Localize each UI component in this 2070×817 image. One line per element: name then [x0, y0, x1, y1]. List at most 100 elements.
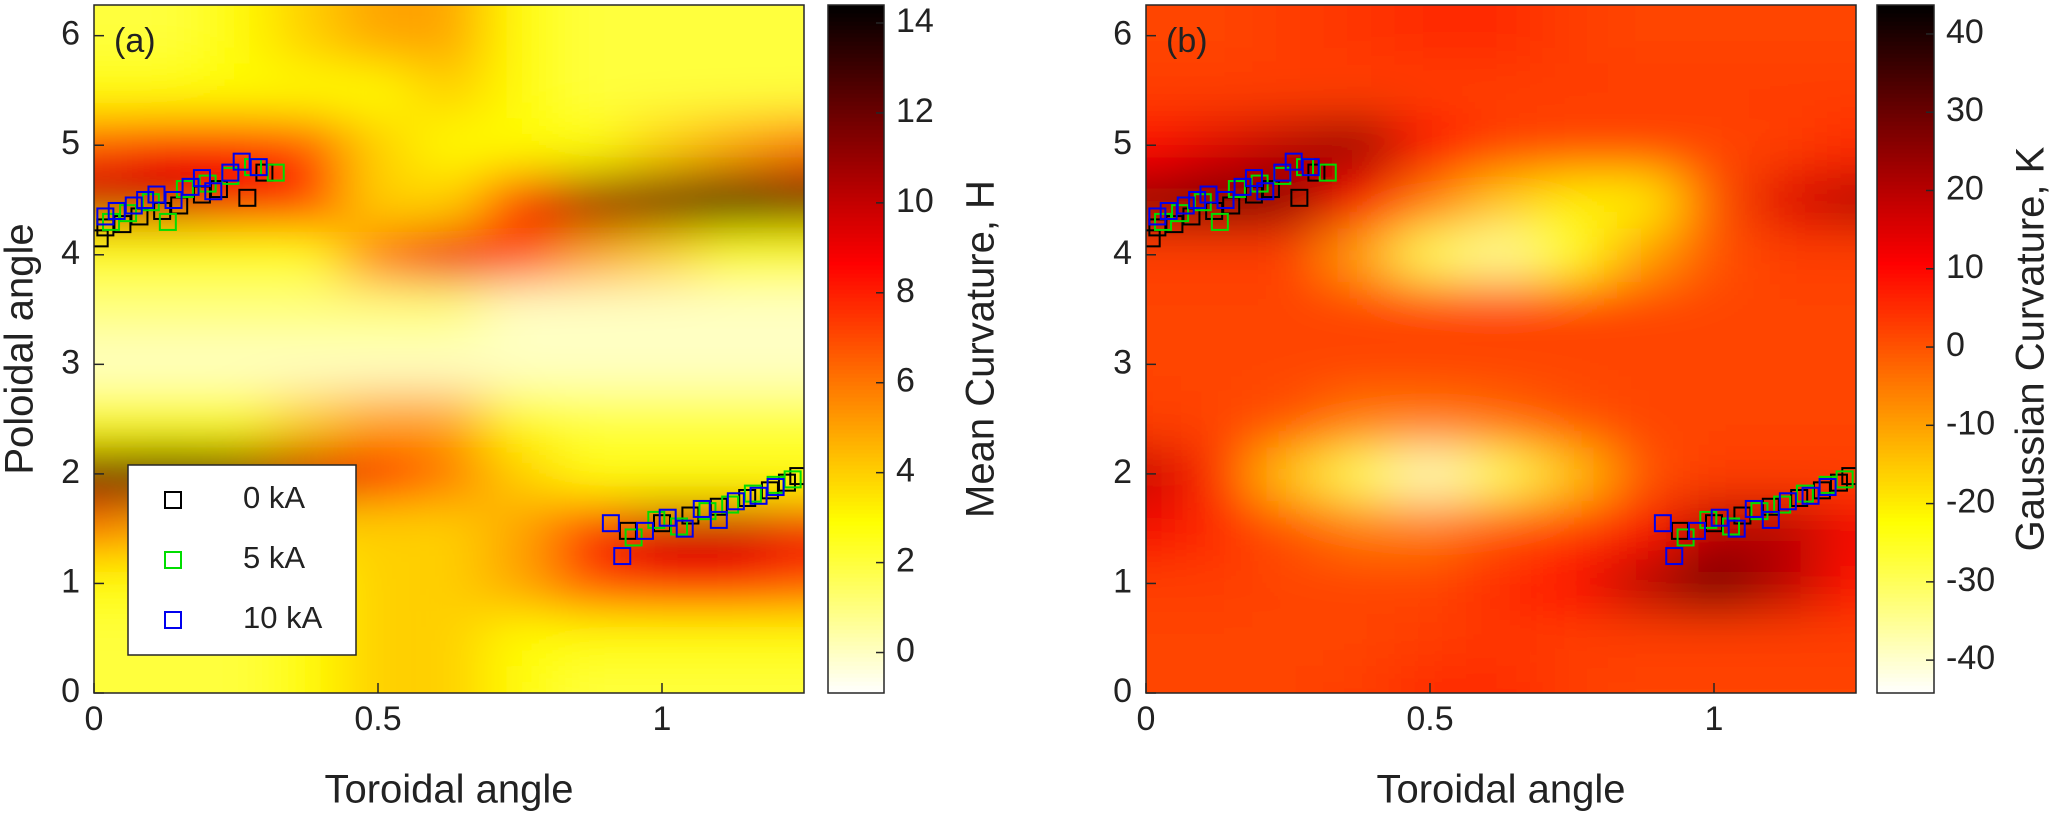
colorbar-swatch: [1877, 653, 1934, 658]
colorbar-swatch: [828, 653, 884, 658]
colorbar-swatch: [828, 413, 884, 418]
heatmap-cell: [1394, 556, 1466, 612]
scatter-point: [1188, 191, 1207, 210]
heatmap-cell: [129, 391, 201, 448]
scatter-point: [107, 201, 126, 220]
colorbar-swatch: [1877, 45, 1934, 50]
colorbar-tick-label: 0: [1946, 326, 1965, 364]
heatmap-cell: [484, 172, 556, 228]
heatmap-cell: [1536, 117, 1608, 174]
colorbar-swatch: [1877, 233, 1934, 238]
colorbar-swatch: [1877, 249, 1934, 254]
colorbar-tick-label: 10: [896, 182, 934, 220]
heatmap-cell: [1607, 556, 1679, 612]
colorbar-swatch: [1877, 197, 1934, 202]
colorbar-swatch: [1877, 425, 1934, 430]
colorbar-swatch: [828, 289, 884, 294]
colorbar-swatch: [828, 361, 884, 366]
heatmap-cell: [1394, 5, 1466, 64]
colorbar-swatch: [828, 41, 884, 46]
heatmap-cell: [1749, 610, 1821, 667]
colorbar-swatch: [1877, 601, 1934, 606]
heatmap-cell: [697, 227, 769, 283]
colorbar-swatch: [1877, 165, 1934, 170]
colorbar-tick-label: 20: [1946, 169, 1984, 207]
scatter-point: [601, 514, 620, 533]
colorbar-swatch: [828, 205, 884, 210]
heatmap-cell: [129, 336, 201, 393]
colorbar-swatch: [1877, 65, 1934, 70]
colorbar-tick-label: 30: [1946, 91, 1984, 129]
colorbar-swatch: [1877, 613, 1934, 618]
heatmap-cell: [413, 227, 485, 283]
heatmap-cell: [1536, 501, 1608, 557]
heatmap-cell: [1252, 446, 1324, 502]
colorbar-swatch: [828, 65, 884, 70]
colorbar-swatch: [828, 101, 884, 106]
colorbar-swatch: [828, 669, 884, 674]
heatmap-cell: [626, 117, 698, 174]
colorbar-tick-label: 8: [896, 272, 915, 310]
heatmap-cell: [1749, 227, 1821, 283]
colorbar-swatch: [1877, 641, 1934, 646]
colorbar-swatch: [1877, 589, 1934, 594]
colorbar-swatch: [1877, 461, 1934, 466]
heatmap-cell: [768, 227, 804, 283]
colorbar-swatch: [828, 685, 884, 690]
colorbar-swatch: [1877, 441, 1934, 446]
x-tick-label: 1: [1705, 700, 1724, 738]
heatmap-cell: [1146, 5, 1182, 64]
heatmap-cell: [1607, 391, 1679, 448]
colorbar-swatch: [828, 173, 884, 178]
colorbar-swatch: [828, 333, 884, 338]
colorbar-swatch: [1877, 437, 1934, 442]
heatmap-cell: [1181, 446, 1253, 502]
colorbar-swatch: [1877, 177, 1934, 182]
colorbar-swatch: [828, 145, 884, 150]
colorbar-swatch: [828, 349, 884, 354]
scatter-point: [1790, 488, 1809, 507]
colorbar-swatch: [828, 625, 884, 630]
heatmap-cell: [1820, 501, 1856, 557]
colorbar-swatch: [1877, 433, 1934, 438]
colorbar-swatch: [1877, 569, 1934, 574]
colorbar-tick-label: 40: [1946, 13, 1984, 51]
colorbar-swatch: [1877, 685, 1934, 690]
heatmap-cell: [626, 227, 698, 283]
heatmap-cell: [484, 227, 556, 283]
heatmap-cell: [1607, 282, 1679, 338]
scatter-point: [1801, 486, 1820, 505]
colorbar-swatch: [828, 133, 884, 138]
heatmap-cell: [1820, 665, 1856, 693]
colorbar-swatch: [828, 477, 884, 482]
heatmap-cell: [1607, 172, 1679, 228]
heatmap-cell: [1678, 610, 1750, 667]
colorbar-swatch: [1877, 573, 1934, 578]
heatmap-cell: [1181, 665, 1253, 693]
colorbar-swatch: [1877, 625, 1934, 630]
colorbar-swatch: [828, 529, 884, 534]
colorbar-swatch: [1877, 561, 1934, 566]
heatmap-cell: [94, 391, 130, 448]
colorbar-swatch: [1877, 173, 1934, 178]
scatter-point: [1165, 215, 1184, 234]
heatmap-cell: [1323, 227, 1395, 283]
colorbar-swatch: [828, 45, 884, 50]
heatmap-cell: [200, 665, 272, 693]
colorbar-swatch: [1877, 321, 1934, 326]
heatmap-cell: [1465, 63, 1537, 119]
heatmap-cell: [94, 665, 130, 693]
heatmap-cell: [1820, 172, 1856, 228]
colorbar-swatch: [828, 485, 884, 490]
colorbar-swatch: [1877, 77, 1934, 82]
colorbar-swatch: [828, 321, 884, 326]
heatmap-cell: [1678, 63, 1750, 119]
scatter-point: [692, 499, 711, 518]
y-tick-label: 2: [1113, 453, 1132, 491]
colorbar-swatch: [1877, 453, 1934, 458]
colorbar-swatch: [828, 201, 884, 206]
heatmap-cell: [1749, 665, 1821, 693]
colorbar-swatch: [828, 229, 884, 234]
heatmap-cell: [200, 5, 272, 64]
colorbar-swatch: [828, 125, 884, 130]
